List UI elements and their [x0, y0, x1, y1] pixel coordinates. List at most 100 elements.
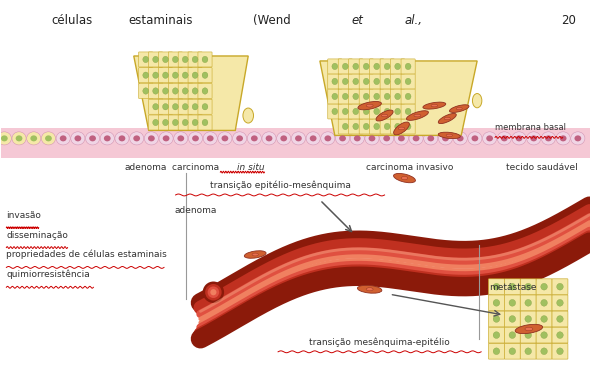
FancyBboxPatch shape: [158, 68, 173, 83]
FancyBboxPatch shape: [536, 327, 552, 343]
FancyBboxPatch shape: [198, 84, 212, 99]
Ellipse shape: [353, 108, 359, 115]
Ellipse shape: [177, 135, 184, 141]
Ellipse shape: [358, 101, 381, 110]
Ellipse shape: [557, 316, 563, 322]
Ellipse shape: [1, 135, 8, 141]
Ellipse shape: [291, 132, 306, 145]
FancyBboxPatch shape: [552, 295, 568, 311]
Ellipse shape: [384, 123, 390, 130]
Ellipse shape: [163, 119, 168, 126]
Ellipse shape: [205, 284, 222, 301]
Ellipse shape: [100, 132, 114, 145]
Ellipse shape: [525, 327, 533, 331]
Ellipse shape: [183, 104, 188, 110]
Ellipse shape: [541, 132, 556, 145]
Ellipse shape: [413, 135, 420, 141]
Ellipse shape: [472, 93, 482, 108]
Ellipse shape: [342, 123, 348, 130]
Ellipse shape: [339, 135, 346, 141]
Text: (Wend: (Wend: [253, 14, 291, 27]
Ellipse shape: [152, 56, 158, 63]
Ellipse shape: [342, 108, 348, 115]
Ellipse shape: [244, 251, 266, 258]
Text: disseminação: disseminação: [7, 231, 68, 240]
Ellipse shape: [398, 135, 405, 141]
Ellipse shape: [472, 135, 478, 141]
FancyBboxPatch shape: [359, 74, 374, 89]
FancyBboxPatch shape: [401, 74, 415, 89]
Ellipse shape: [405, 108, 411, 115]
FancyBboxPatch shape: [504, 327, 520, 343]
Ellipse shape: [427, 135, 434, 141]
Ellipse shape: [414, 114, 421, 117]
Text: adenoma: adenoma: [174, 206, 217, 215]
Ellipse shape: [173, 88, 178, 94]
Ellipse shape: [71, 132, 85, 145]
FancyBboxPatch shape: [391, 59, 405, 74]
FancyBboxPatch shape: [489, 295, 504, 311]
Ellipse shape: [405, 93, 411, 100]
Ellipse shape: [384, 63, 390, 70]
Text: adenoma: adenoma: [125, 163, 167, 172]
Ellipse shape: [350, 132, 364, 145]
FancyBboxPatch shape: [168, 68, 183, 83]
Ellipse shape: [265, 135, 272, 141]
FancyBboxPatch shape: [338, 119, 352, 134]
Ellipse shape: [379, 132, 394, 145]
FancyBboxPatch shape: [338, 89, 352, 104]
Ellipse shape: [493, 299, 500, 306]
Ellipse shape: [202, 72, 208, 78]
Ellipse shape: [525, 299, 531, 306]
Ellipse shape: [515, 135, 522, 141]
Ellipse shape: [163, 104, 168, 110]
Ellipse shape: [277, 132, 291, 145]
Ellipse shape: [148, 135, 155, 141]
Ellipse shape: [222, 135, 228, 141]
Ellipse shape: [483, 132, 496, 145]
FancyBboxPatch shape: [188, 99, 202, 114]
Ellipse shape: [203, 132, 217, 145]
Ellipse shape: [363, 78, 369, 85]
Ellipse shape: [236, 135, 243, 141]
FancyBboxPatch shape: [168, 99, 183, 114]
Ellipse shape: [384, 93, 390, 100]
Ellipse shape: [501, 135, 508, 141]
Ellipse shape: [353, 123, 359, 130]
Ellipse shape: [557, 299, 563, 306]
Ellipse shape: [395, 93, 401, 100]
Ellipse shape: [497, 132, 511, 145]
Ellipse shape: [332, 108, 337, 115]
Ellipse shape: [163, 88, 168, 94]
Ellipse shape: [509, 284, 515, 290]
Ellipse shape: [468, 132, 482, 145]
Ellipse shape: [203, 282, 224, 303]
Ellipse shape: [509, 316, 515, 322]
FancyBboxPatch shape: [536, 311, 552, 327]
Ellipse shape: [557, 332, 563, 338]
Ellipse shape: [342, 93, 348, 100]
Ellipse shape: [509, 299, 515, 306]
Ellipse shape: [183, 56, 188, 63]
Ellipse shape: [173, 119, 178, 126]
Ellipse shape: [509, 348, 515, 355]
Ellipse shape: [374, 93, 379, 100]
FancyBboxPatch shape: [552, 343, 568, 359]
FancyBboxPatch shape: [380, 89, 394, 104]
Ellipse shape: [192, 88, 198, 94]
Ellipse shape: [163, 72, 168, 78]
Ellipse shape: [210, 289, 216, 295]
FancyBboxPatch shape: [158, 115, 173, 130]
Text: células: células: [51, 14, 93, 27]
Ellipse shape: [336, 132, 350, 145]
FancyBboxPatch shape: [520, 295, 536, 311]
Ellipse shape: [556, 132, 570, 145]
Ellipse shape: [152, 119, 158, 126]
FancyBboxPatch shape: [328, 59, 342, 74]
Ellipse shape: [363, 123, 369, 130]
Ellipse shape: [405, 123, 411, 130]
FancyBboxPatch shape: [188, 84, 202, 99]
Ellipse shape: [493, 284, 500, 290]
Ellipse shape: [512, 132, 526, 145]
Ellipse shape: [183, 72, 188, 78]
